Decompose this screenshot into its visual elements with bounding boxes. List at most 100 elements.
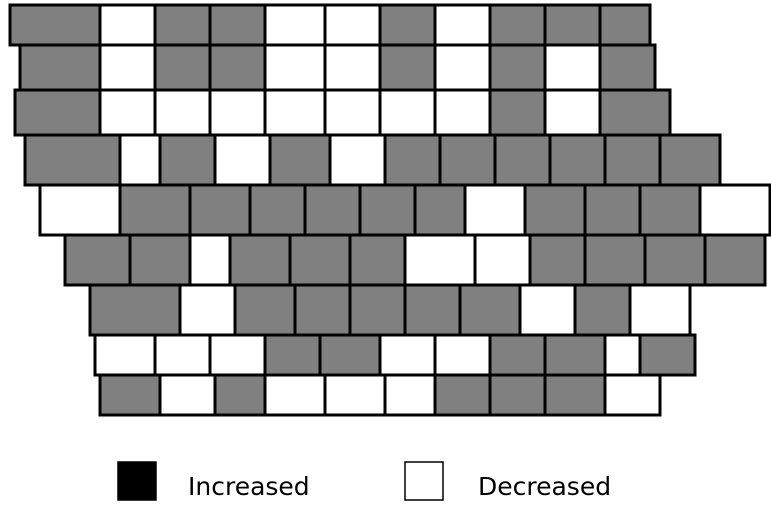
county <box>493 133 552 187</box>
county <box>153 3 212 47</box>
county <box>38 183 122 237</box>
county <box>698 183 771 237</box>
county <box>263 373 327 417</box>
county <box>13 88 102 137</box>
county <box>603 373 662 417</box>
county <box>208 333 267 377</box>
county <box>98 373 162 417</box>
county <box>378 88 437 137</box>
legend-swatch <box>404 461 444 501</box>
county <box>263 88 327 137</box>
legend-label: Increased <box>188 472 310 501</box>
county <box>403 233 477 287</box>
county <box>473 233 532 287</box>
county <box>208 88 267 137</box>
county <box>433 373 492 417</box>
county <box>433 3 492 47</box>
county <box>643 233 707 287</box>
county <box>178 283 237 337</box>
county <box>303 183 362 237</box>
county <box>228 233 292 287</box>
county <box>378 43 437 92</box>
county <box>433 43 492 92</box>
county <box>348 283 407 337</box>
county <box>88 283 182 337</box>
county <box>358 183 417 237</box>
county <box>378 333 437 377</box>
county <box>233 283 297 337</box>
county <box>288 233 352 287</box>
county-map <box>8 3 771 417</box>
county <box>153 333 212 377</box>
county <box>18 43 102 92</box>
county <box>628 283 692 337</box>
county <box>23 133 122 187</box>
county <box>488 333 547 377</box>
county <box>488 3 547 47</box>
county <box>488 88 547 137</box>
county <box>458 283 522 337</box>
county <box>98 3 157 47</box>
county <box>703 233 767 287</box>
county <box>543 88 602 137</box>
county <box>463 183 527 237</box>
county <box>328 133 387 187</box>
county <box>438 133 497 187</box>
county <box>213 133 272 187</box>
county <box>583 183 642 237</box>
county <box>548 133 607 187</box>
county <box>153 88 212 137</box>
county <box>268 133 332 187</box>
county <box>208 3 267 47</box>
county <box>598 43 657 92</box>
county <box>603 333 642 377</box>
county <box>153 43 212 92</box>
county <box>528 233 587 287</box>
county <box>598 88 672 137</box>
county <box>348 233 407 287</box>
county <box>523 183 587 237</box>
county <box>318 333 382 377</box>
county <box>208 43 267 92</box>
county <box>543 43 602 92</box>
county <box>638 333 697 377</box>
county <box>413 183 467 237</box>
county <box>293 283 352 337</box>
county <box>128 233 192 287</box>
county <box>603 133 662 187</box>
county <box>323 373 387 417</box>
county <box>433 88 492 137</box>
county <box>518 283 577 337</box>
county <box>658 133 722 187</box>
county <box>263 3 327 47</box>
county <box>8 3 102 47</box>
legend-swatch <box>117 461 157 501</box>
legend: Increased Decreased <box>117 461 611 501</box>
county <box>383 133 442 187</box>
county <box>158 133 217 187</box>
county <box>433 333 492 377</box>
county <box>98 43 157 92</box>
legend-label: Decreased <box>478 472 611 501</box>
county <box>323 43 382 92</box>
county <box>263 333 322 377</box>
county <box>118 183 192 237</box>
county <box>488 43 547 92</box>
county <box>543 3 602 47</box>
county <box>158 373 217 417</box>
county <box>188 233 232 287</box>
county <box>63 233 132 287</box>
county <box>638 183 702 237</box>
county <box>213 373 267 417</box>
county <box>543 373 607 417</box>
county <box>93 333 157 377</box>
county <box>98 88 157 137</box>
county <box>323 3 382 47</box>
county <box>598 3 652 47</box>
county <box>188 183 252 237</box>
county <box>488 373 547 417</box>
county <box>403 283 462 337</box>
county <box>543 333 607 377</box>
county <box>263 43 327 92</box>
